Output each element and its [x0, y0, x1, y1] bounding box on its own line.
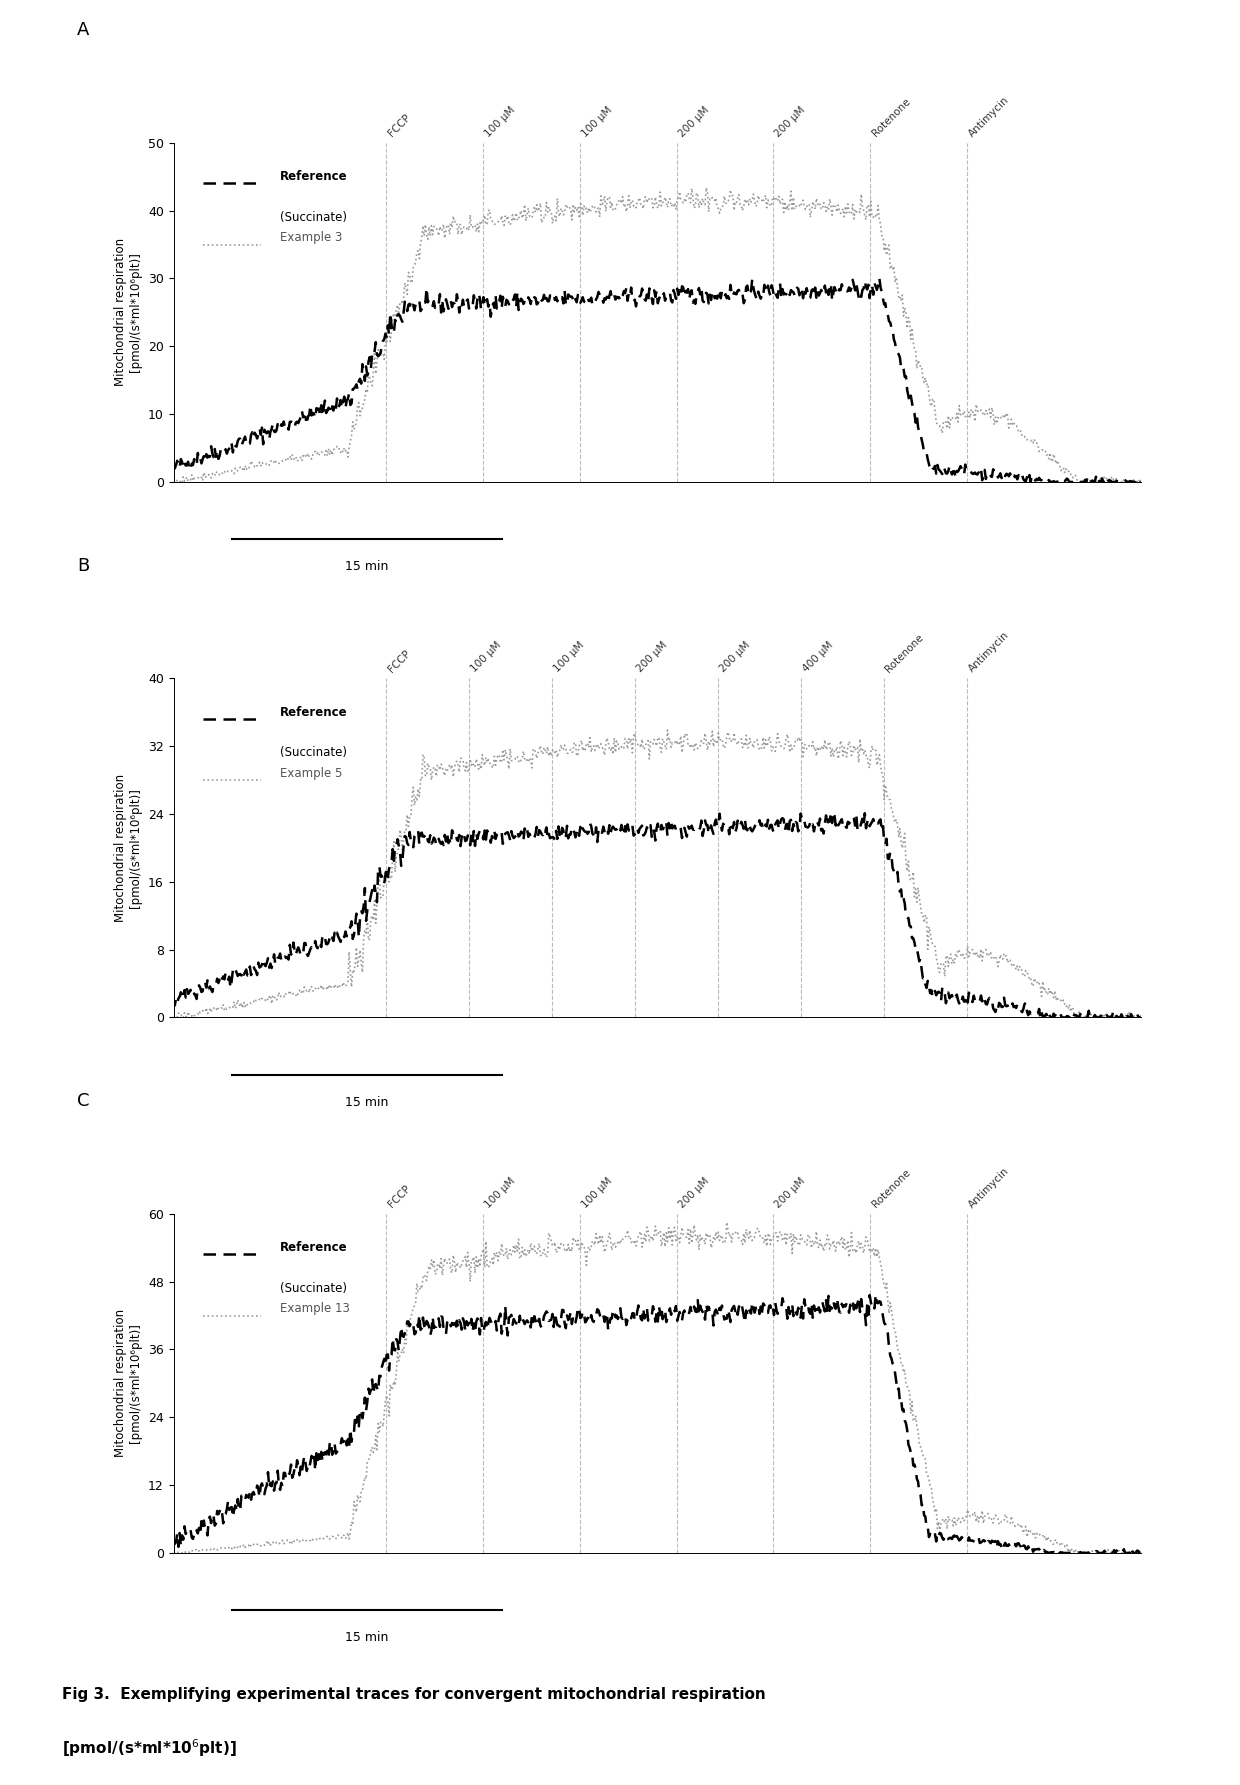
Text: 15 min: 15 min — [346, 1631, 388, 1644]
Text: 200 μM: 200 μM — [774, 105, 807, 139]
Text: Rotenone: Rotenone — [870, 1167, 913, 1210]
Text: Rotenone: Rotenone — [870, 96, 913, 139]
Text: (Succinate): (Succinate) — [280, 746, 347, 759]
Text: FCCP: FCCP — [387, 1183, 413, 1210]
Text: 100 μM: 100 μM — [469, 641, 503, 675]
Text: B: B — [77, 557, 89, 575]
Text: FCCP: FCCP — [387, 648, 413, 675]
Text: Example 13: Example 13 — [280, 1303, 350, 1316]
Text: Example 5: Example 5 — [280, 768, 342, 780]
Text: 15 min: 15 min — [346, 560, 388, 573]
Text: Reference: Reference — [280, 705, 347, 719]
Text: (Succinate): (Succinate) — [280, 211, 347, 223]
Text: FCCP: FCCP — [387, 112, 413, 139]
Text: C: C — [77, 1092, 89, 1110]
Text: Reference: Reference — [280, 170, 347, 184]
Y-axis label: Mitochondrial respiration
[pmol/(s*ml*10⁶plt)]: Mitochondrial respiration [pmol/(s*ml*10… — [114, 1310, 143, 1457]
Text: 100 μM: 100 μM — [552, 641, 587, 675]
Text: 100 μM: 100 μM — [484, 105, 517, 139]
Text: Reference: Reference — [280, 1241, 347, 1255]
Text: Antimycin: Antimycin — [967, 95, 1011, 139]
Text: 200 μM: 200 μM — [718, 641, 753, 675]
Text: 100 μM: 100 μM — [580, 105, 614, 139]
Text: 400 μM: 400 μM — [801, 641, 835, 675]
Text: [pmol/(s*ml*10$^6$plt)]: [pmol/(s*ml*10$^6$plt)] — [62, 1737, 237, 1758]
Y-axis label: Mitochondrial respiration
[pmol/(s*ml*10⁶plt)]: Mitochondrial respiration [pmol/(s*ml*10… — [114, 775, 143, 921]
Text: 200 μM: 200 μM — [677, 105, 711, 139]
Text: 200 μM: 200 μM — [635, 641, 670, 675]
Text: Antimycin: Antimycin — [967, 1166, 1011, 1210]
Text: Antimycin: Antimycin — [967, 630, 1011, 675]
Text: 100 μM: 100 μM — [580, 1176, 614, 1210]
Y-axis label: Mitochondrial respiration
[pmol/(s*ml*10⁶plt)]: Mitochondrial respiration [pmol/(s*ml*10… — [114, 239, 143, 386]
Text: 100 μM: 100 μM — [484, 1176, 517, 1210]
Text: 200 μM: 200 μM — [774, 1176, 807, 1210]
Text: A: A — [77, 21, 89, 39]
Text: Example 3: Example 3 — [280, 232, 342, 245]
Text: (Succinate): (Succinate) — [280, 1282, 347, 1294]
Text: 15 min: 15 min — [346, 1096, 388, 1108]
Text: Rotenone: Rotenone — [884, 632, 926, 675]
Text: Fig 3.  Exemplifying experimental traces for convergent mitochondrial respiratio: Fig 3. Exemplifying experimental traces … — [62, 1687, 766, 1701]
Text: 200 μM: 200 μM — [677, 1176, 711, 1210]
